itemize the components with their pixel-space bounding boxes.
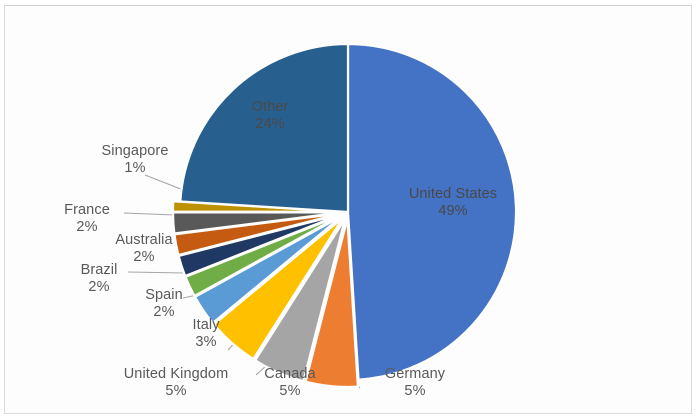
slice-label-united-states: United States 49% bbox=[388, 186, 518, 220]
slice-label-canada: Canada 5% bbox=[250, 366, 330, 400]
slice-label-united-kingdom-percent: 5% bbox=[165, 383, 187, 399]
slice-label-united-kingdom-name: United Kingdom bbox=[123, 366, 229, 382]
slice-label-brazil: Brazil 2% bbox=[66, 262, 132, 296]
slice-label-united-kingdom: United Kingdom 5% bbox=[96, 366, 256, 400]
slice-label-spain-name: Spain bbox=[145, 287, 183, 303]
slice-label-brazil-percent: 2% bbox=[88, 279, 110, 295]
slice-label-australia-name: Australia bbox=[115, 232, 173, 248]
slice-label-united-states-name: United States bbox=[408, 186, 498, 202]
slice-label-other-name: Other bbox=[251, 99, 289, 115]
slice-label-singapore-percent: 1% bbox=[124, 160, 146, 176]
slice-label-france-percent: 2% bbox=[76, 219, 98, 235]
slice-label-other-percent: 24% bbox=[255, 116, 285, 132]
slice-label-australia-percent: 2% bbox=[133, 249, 155, 265]
pie-slice-united-kingdom[interactable]: United Kingdom 5% bbox=[212, 216, 345, 361]
slice-label-germany: Germany 5% bbox=[372, 366, 458, 400]
slice-label-australia: Australia 2% bbox=[104, 232, 184, 266]
pie-slice-united-states[interactable]: United States 49% bbox=[346, 42, 518, 381]
slice-label-italy: Italy 3% bbox=[180, 317, 232, 351]
slice-label-brazil-name: Brazil bbox=[80, 262, 118, 278]
slice-label-singapore-name: Singapore bbox=[101, 143, 169, 159]
slice-label-singapore: Singapore 1% bbox=[82, 143, 188, 177]
pie-slices-group: United States 49%Germany 5%Canada 5%Unit… bbox=[171, 42, 518, 389]
slice-label-italy-percent: 3% bbox=[195, 334, 217, 350]
slice-label-france: France 2% bbox=[48, 202, 126, 236]
pie-slice-other[interactable]: Other 24% bbox=[179, 42, 350, 214]
slice-label-united-states-percent: 49% bbox=[438, 203, 468, 219]
slice-label-italy-name: Italy bbox=[192, 317, 220, 333]
slice-label-other: Other 24% bbox=[230, 99, 310, 133]
slice-label-france-name: France bbox=[64, 202, 110, 218]
slice-label-germany-name: Germany bbox=[384, 366, 446, 382]
slice-label-spain: Spain 2% bbox=[134, 287, 194, 321]
slice-label-canada-name: Canada bbox=[264, 366, 316, 382]
slice-label-germany-percent: 5% bbox=[404, 383, 426, 399]
pie-slice-italy[interactable]: Italy 3% bbox=[193, 214, 344, 325]
slice-label-canada-percent: 5% bbox=[279, 383, 301, 399]
pie-slice-germany[interactable]: Germany 5% bbox=[304, 217, 359, 389]
slice-label-spain-percent: 2% bbox=[153, 304, 175, 320]
pie-slice-canada[interactable]: Canada 5% bbox=[254, 217, 347, 383]
